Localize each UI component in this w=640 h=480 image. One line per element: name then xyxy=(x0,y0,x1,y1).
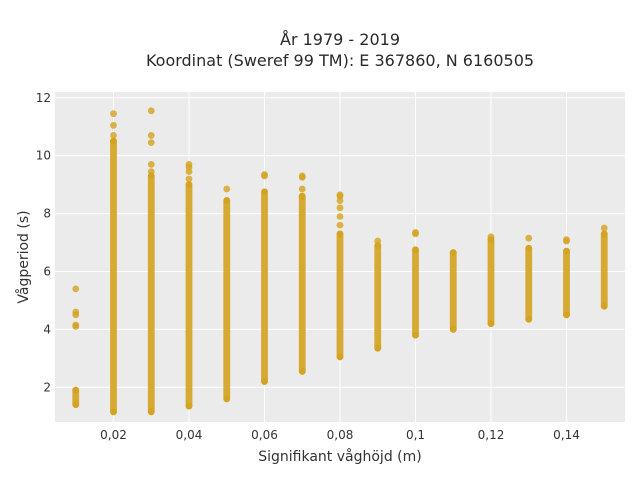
y-tick-label: 8 xyxy=(43,207,51,221)
data-point xyxy=(147,139,155,147)
data-point xyxy=(72,321,80,329)
data-point xyxy=(147,107,155,115)
point-column xyxy=(600,230,608,310)
data-point xyxy=(525,244,533,252)
data-point xyxy=(72,401,80,409)
x-tick-label: 0,02 xyxy=(100,428,127,442)
data-point xyxy=(487,233,495,241)
data-point xyxy=(185,160,193,168)
data-point xyxy=(600,224,608,232)
data-point xyxy=(600,302,608,310)
data-point xyxy=(223,395,231,403)
x-tick-labels: 0,02 0,04 0,06 0,08 0,1 0,12 0,14 xyxy=(100,428,580,442)
point-column xyxy=(185,181,193,410)
data-point xyxy=(223,197,231,204)
data-point xyxy=(298,367,306,375)
data-point xyxy=(412,228,419,236)
y-tick-label: 2 xyxy=(43,380,51,394)
data-point xyxy=(261,378,268,385)
data-point xyxy=(336,353,344,361)
point-column xyxy=(563,247,570,319)
data-point xyxy=(72,308,80,316)
data-point xyxy=(147,132,155,139)
data-point xyxy=(261,171,268,178)
y-tick-label: 12 xyxy=(36,91,51,105)
data-point xyxy=(374,237,382,245)
data-point xyxy=(185,175,193,183)
point-column xyxy=(412,246,419,339)
data-point xyxy=(449,249,457,257)
y-tick-label: 4 xyxy=(43,322,51,336)
data-point xyxy=(110,137,117,145)
data-point xyxy=(563,236,570,244)
x-tick-label: 0,04 xyxy=(176,428,203,442)
data-point xyxy=(72,386,80,394)
data-point xyxy=(336,191,344,199)
point-column xyxy=(487,236,495,327)
chart-title-line-1: År 1979 - 2019 xyxy=(280,30,400,49)
data-point xyxy=(525,315,533,323)
data-point xyxy=(412,246,419,254)
y-tick-label: 6 xyxy=(43,264,51,278)
point-column xyxy=(336,230,344,361)
point-column xyxy=(261,188,268,385)
data-point xyxy=(110,110,117,118)
data-point xyxy=(261,188,268,196)
data-point xyxy=(185,181,193,189)
data-point xyxy=(336,221,344,229)
point-column xyxy=(525,244,533,323)
x-tick-label: 0,1 xyxy=(406,428,425,442)
data-point xyxy=(298,172,306,180)
data-point xyxy=(600,230,608,238)
data-point xyxy=(487,320,495,327)
data-point xyxy=(147,160,155,168)
point-column xyxy=(374,242,382,352)
data-point xyxy=(412,331,419,339)
point-column xyxy=(147,172,155,416)
data-point xyxy=(185,402,193,410)
x-axis-title: Signifikant våghöjd (m) xyxy=(258,448,421,465)
data-point xyxy=(525,234,533,242)
y-tick-labels: 2 4 6 8 10 12 xyxy=(36,91,51,394)
data-point xyxy=(147,168,155,176)
data-point xyxy=(110,132,117,139)
data-point xyxy=(110,408,117,416)
data-point xyxy=(563,311,570,319)
x-tick-label: 0,14 xyxy=(553,428,580,442)
x-tick-label: 0,12 xyxy=(478,428,505,442)
x-tick-label: 0,06 xyxy=(251,428,278,442)
point-column xyxy=(449,249,457,333)
data-point xyxy=(336,230,344,238)
point-column xyxy=(223,197,231,403)
data-point xyxy=(72,285,80,293)
data-point xyxy=(336,204,344,212)
data-point xyxy=(223,185,231,193)
y-axis-title: Vågperiod (s) xyxy=(15,210,32,303)
data-point xyxy=(110,121,117,129)
chart-title-line-2: Koordinat (Sweref 99 TM): E 367860, N 61… xyxy=(146,51,534,70)
data-point xyxy=(147,408,155,416)
data-point xyxy=(449,325,457,333)
data-point xyxy=(336,213,344,220)
point-column xyxy=(298,192,306,375)
point-column xyxy=(110,137,117,416)
data-points xyxy=(72,107,608,416)
data-point xyxy=(563,247,570,255)
data-point xyxy=(298,192,306,200)
data-point xyxy=(374,344,382,352)
data-point xyxy=(298,185,306,193)
x-tick-label: 0,08 xyxy=(327,428,354,442)
y-tick-label: 10 xyxy=(36,149,51,163)
